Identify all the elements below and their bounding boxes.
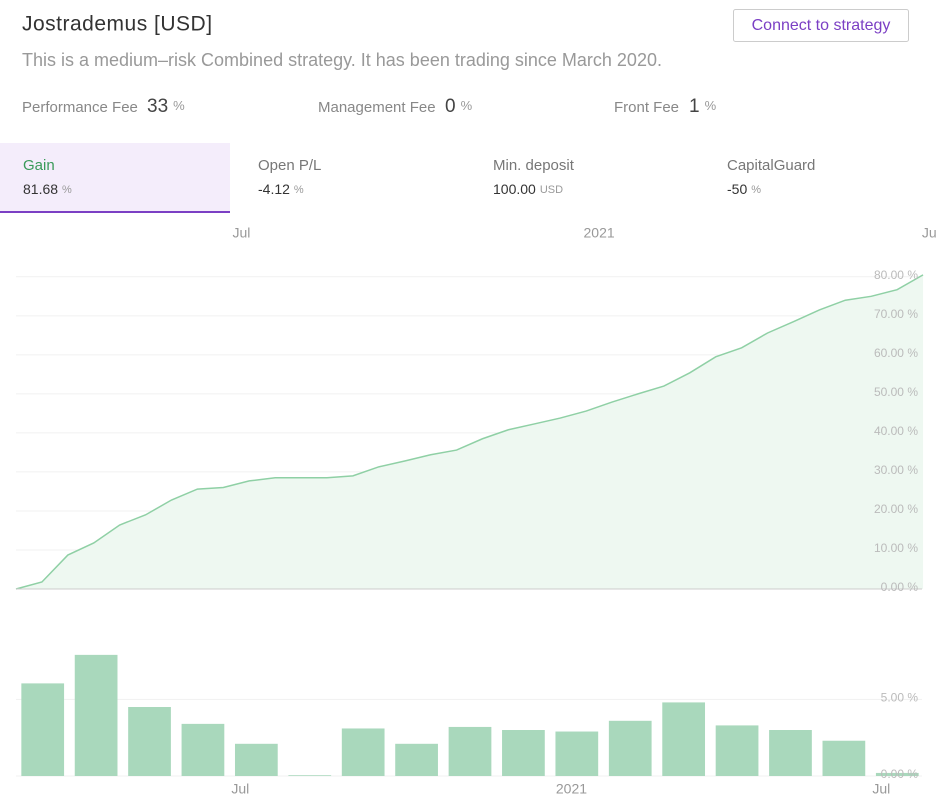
x-tick-label: 2021 — [584, 225, 615, 241]
y-tick-label: 20.00 % — [874, 502, 918, 516]
fee-unit: % — [173, 98, 185, 113]
bar — [448, 726, 492, 776]
bar — [715, 725, 759, 776]
bar — [395, 743, 438, 776]
stat-number: -50 — [727, 181, 747, 197]
y-tick-label: 0.00 % — [881, 767, 919, 781]
stat-unit: % — [62, 184, 72, 196]
y-tick-label: 40.00 % — [874, 424, 918, 438]
fee-value: 1% — [689, 96, 717, 117]
stat-label: Gain — [23, 157, 55, 174]
fee-label: Performance Fee — [22, 99, 138, 116]
bar — [502, 730, 545, 776]
bar — [341, 728, 385, 776]
connect-button[interactable] — [733, 9, 909, 42]
fee-number: 33 — [147, 96, 168, 117]
y-tick-label: 0.00 % — [881, 580, 919, 594]
active-tab[interactable] — [0, 143, 230, 212]
fee-value: 33% — [147, 96, 185, 117]
bar — [822, 740, 866, 776]
bar — [21, 683, 65, 776]
bar — [662, 702, 706, 776]
x-tick-label: Jul — [231, 781, 249, 797]
stat-value: 100.00 USD — [493, 181, 563, 197]
fee-label: Front Fee — [614, 99, 679, 116]
y-tick-label: 5.00 % — [881, 691, 919, 705]
fee-number: 1 — [689, 96, 700, 117]
gain-line — [15, 274, 924, 590]
y-tick-label: 80.00 % — [874, 268, 918, 282]
y-tick-label: 70.00 % — [874, 307, 918, 321]
y-tick-label: 30.00 % — [874, 463, 918, 477]
bar — [608, 720, 652, 776]
bar — [181, 723, 225, 776]
stat-value: 81.68% — [23, 181, 72, 197]
y-tick-label: 50.00 % — [874, 385, 918, 399]
bar — [555, 731, 599, 776]
bar — [74, 654, 118, 776]
bar — [128, 707, 171, 776]
bar — [234, 743, 278, 776]
stat-number: 81.68 — [23, 181, 58, 197]
fee-value: 0% — [445, 96, 473, 117]
fee-unit: % — [705, 98, 717, 113]
y-tick-label: 60.00 % — [874, 346, 918, 360]
x-tick-label: Jul — [922, 225, 936, 241]
fee-label: Management Fee — [318, 99, 436, 116]
bar — [875, 772, 919, 776]
bar — [288, 775, 332, 776]
fee-number: 0 — [445, 96, 456, 117]
connect-button-label[interactable]: Connect to strategy — [752, 17, 891, 34]
title: Jostrademus [USD] — [22, 13, 213, 36]
stat-label: Min. deposit — [493, 157, 575, 174]
stat-label: Open P/L — [258, 157, 321, 174]
stat-value: -4.12% — [258, 181, 304, 197]
x-tick-label: Jul — [872, 781, 890, 797]
bar — [769, 730, 812, 776]
stat-value: -50% — [727, 181, 761, 197]
stat-label: CapitalGuard — [727, 157, 815, 174]
stat-number: -4.12 — [258, 181, 290, 197]
stat-unit: % — [751, 184, 761, 196]
stat-unit: % — [294, 184, 304, 196]
x-tick-label: Jul — [233, 225, 251, 241]
y-tick-label: 10.00 % — [874, 541, 918, 555]
description: This is a medium–risk Combined strategy.… — [22, 50, 662, 70]
x-tick-label: 2021 — [556, 781, 587, 797]
fee-unit: % — [461, 98, 473, 113]
gain-area — [16, 274, 924, 589]
stat-unit: USD — [540, 184, 563, 196]
stat-number: 100.00 — [493, 181, 536, 197]
